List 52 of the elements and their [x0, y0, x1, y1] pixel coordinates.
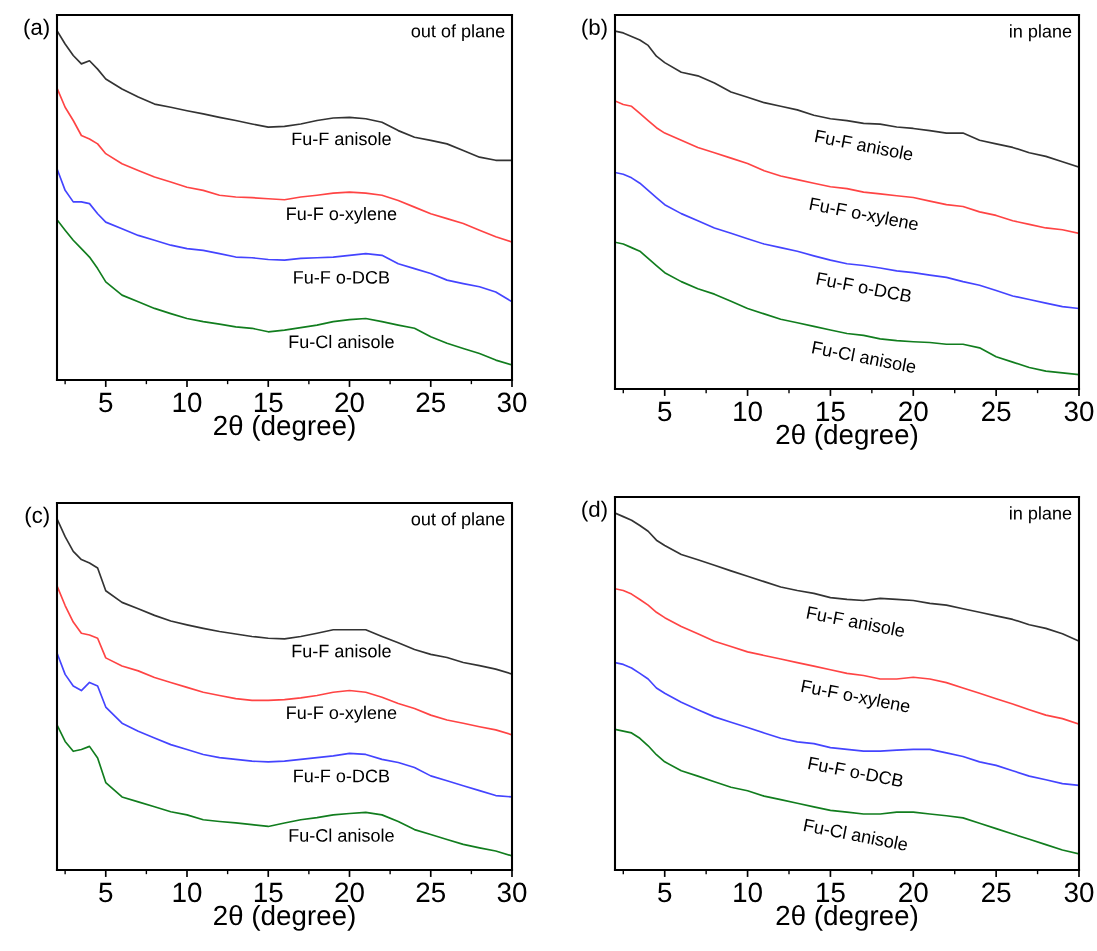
x-tick-label: 25 — [416, 392, 446, 413]
x-tick-label: 20 — [335, 392, 364, 413]
x-axis-title: 2θ (degree) — [776, 904, 918, 931]
x-axis-title: 2θ (degree) — [776, 423, 918, 450]
text: (b) — [582, 18, 607, 40]
x-tick-label: 30 — [1064, 882, 1094, 903]
x-tick-label: 30 — [1064, 401, 1094, 422]
x-tick-label: 10 — [173, 882, 202, 903]
series-label: Fu-F o-xylene — [287, 705, 397, 723]
annotation: in plane — [1010, 506, 1072, 524]
series-label: Fu-F o-DCB — [294, 270, 390, 284]
x-tick-label: 30 — [497, 882, 527, 903]
x-tick-label: 25 — [982, 401, 1011, 422]
x-tick-label: 25 — [982, 882, 1011, 903]
series-label: Fu-Cl anisole — [289, 334, 394, 349]
text: (a) — [24, 18, 49, 40]
x-tick-label: 5 — [658, 401, 672, 422]
x-tick-label: 10 — [734, 882, 762, 903]
x-tick-label: 20 — [335, 882, 364, 903]
x-tick-label: 15 — [817, 401, 845, 422]
text: Fu-F o-DCB — [808, 756, 904, 788]
annotation: in plane — [1010, 24, 1072, 42]
x-tick-label: 20 — [899, 882, 928, 903]
series-label: Fu-F anisole — [292, 644, 391, 658]
text: Fu-F anisole — [806, 605, 906, 638]
series-label: Fu-Cl anisole — [289, 828, 394, 842]
series-label: Fu-F o-xylene — [287, 206, 397, 224]
x-tick-label: 25 — [416, 882, 446, 903]
text: Fu-F o-DCB — [816, 272, 912, 303]
x-tick-label: 15 — [817, 882, 845, 903]
text: (d) — [582, 500, 607, 522]
x-tick-label: 5 — [99, 882, 113, 903]
annotation: out of plane — [411, 24, 505, 41]
x-tick-label: 15 — [254, 392, 283, 413]
text: Fu-F o-xylene — [808, 196, 920, 235]
x-tick-label: 5 — [658, 882, 672, 903]
annotation: out of plane — [411, 512, 505, 530]
x-tick-label: 5 — [99, 392, 113, 413]
series-label: Fu-F o-DCB — [294, 769, 390, 783]
text: (c) — [25, 506, 49, 528]
x-tick-label: 10 — [734, 401, 762, 422]
text: Fu-F anisole — [814, 129, 914, 161]
x-tick-label: 15 — [254, 882, 283, 903]
text: Fu-Cl anisole — [803, 818, 909, 852]
x-tick-label: 20 — [899, 401, 928, 422]
x-axis-title: 2θ (degree) — [214, 904, 355, 931]
x-tick-label: 30 — [497, 392, 527, 413]
text: Fu-F o-xylene — [800, 679, 911, 717]
x-tick-label: 10 — [173, 392, 202, 413]
series-label: Fu-F anisole — [292, 131, 391, 146]
text: Fu-Cl anisole — [811, 340, 917, 374]
x-axis-title: 2θ (degree) — [214, 414, 355, 441]
